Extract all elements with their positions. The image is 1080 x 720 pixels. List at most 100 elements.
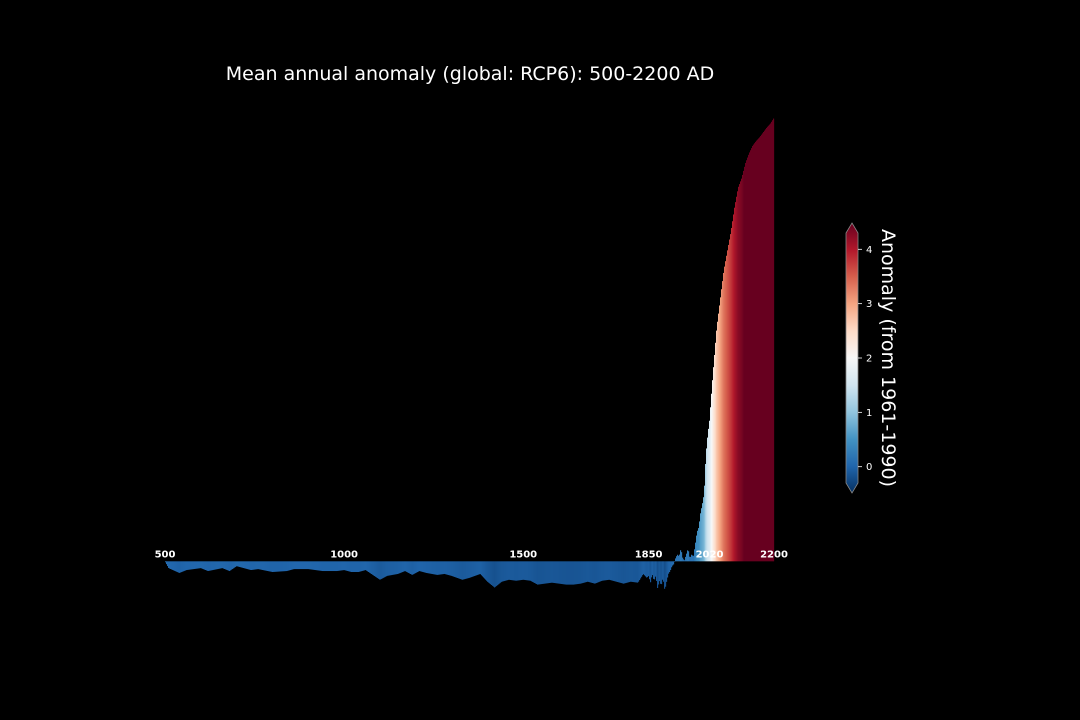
anomaly-bar xyxy=(407,561,409,573)
anomaly-bar xyxy=(472,561,474,577)
anomaly-bar xyxy=(400,561,402,573)
anomaly-bar xyxy=(550,561,552,583)
anomaly-bar xyxy=(448,561,450,576)
anomaly-bar xyxy=(219,561,221,569)
anomaly-bar xyxy=(379,561,381,580)
anomaly-bar xyxy=(733,214,735,562)
anomaly-bar xyxy=(274,561,276,572)
anomaly-bar xyxy=(505,561,507,581)
anomaly-bar xyxy=(434,561,436,575)
anomaly-bar xyxy=(280,561,282,572)
anomaly-bar xyxy=(746,160,748,562)
anomaly-bar xyxy=(269,561,271,572)
anomaly-bar xyxy=(486,561,488,581)
anomaly-bar xyxy=(680,550,682,562)
anomaly-bar xyxy=(264,561,266,571)
anomaly-bar xyxy=(760,136,762,562)
anomaly-bar xyxy=(503,561,505,582)
anomaly-bar xyxy=(560,561,562,584)
anomaly-bar xyxy=(522,561,524,580)
anomaly-bar xyxy=(562,561,564,585)
anomaly-bar xyxy=(377,561,379,579)
anomaly-bar xyxy=(397,561,399,575)
anomaly-bar xyxy=(370,561,372,574)
anomaly-bar xyxy=(535,561,537,584)
anomaly-bar xyxy=(612,561,614,581)
anomaly-bar xyxy=(336,561,338,572)
anomaly-bar xyxy=(458,561,460,579)
anomaly-bar xyxy=(507,561,509,581)
anomaly-bar xyxy=(221,561,223,569)
anomaly-bar xyxy=(447,561,449,575)
anomaly-bar xyxy=(263,561,265,571)
anomaly-bar xyxy=(369,561,371,573)
anomaly-bar xyxy=(759,137,761,562)
anomaly-bar xyxy=(572,561,574,585)
anomaly-bar xyxy=(500,561,502,583)
anomaly-bar xyxy=(598,561,600,583)
anomaly-bar xyxy=(558,561,560,584)
anomaly-bar xyxy=(714,354,716,562)
anomaly-bar xyxy=(384,561,386,578)
anomaly-bar xyxy=(362,561,364,571)
anomaly-bar xyxy=(431,561,433,574)
anomaly-bar xyxy=(577,561,579,585)
anomaly-bar xyxy=(259,561,261,570)
anomaly-bar xyxy=(769,124,771,562)
anomaly-bar xyxy=(347,561,349,571)
anomaly-bar xyxy=(513,561,515,581)
anomaly-bar xyxy=(506,561,508,581)
anomaly-bar xyxy=(261,561,263,570)
anomaly-bar xyxy=(659,561,661,582)
anomaly-bar xyxy=(464,561,466,580)
anomaly-bar xyxy=(251,561,253,570)
anomaly-bar xyxy=(290,561,292,571)
anomaly-bar xyxy=(266,561,268,571)
anomaly-bar xyxy=(468,561,470,579)
anomaly-bar xyxy=(700,513,702,562)
anomaly-bar xyxy=(402,561,404,573)
anomaly-bar xyxy=(351,561,353,572)
anomaly-bar xyxy=(660,561,662,584)
anomaly-bar xyxy=(734,207,736,562)
anomaly-bar xyxy=(631,561,633,582)
anomaly-bar xyxy=(181,561,183,573)
anomaly-bar xyxy=(521,561,523,580)
x-tick-label: 1000 xyxy=(330,549,358,560)
colorbar-ticks: 0 1 2 3 4 xyxy=(858,245,872,473)
anomaly-bar xyxy=(732,221,734,562)
anomaly-bar xyxy=(200,561,202,569)
anomaly-bar xyxy=(309,561,311,570)
anomaly-bar xyxy=(338,561,340,571)
anomaly-bar xyxy=(608,561,610,580)
anomaly-bar xyxy=(731,228,733,562)
anomaly-bar xyxy=(721,289,723,562)
anomaly-bar xyxy=(578,561,580,584)
anomaly-bar xyxy=(763,131,765,562)
anomaly-bar xyxy=(360,561,362,572)
anomaly-bar xyxy=(443,561,445,575)
anomaly-bar xyxy=(277,561,279,572)
anomaly-bar xyxy=(375,561,377,577)
anomaly-bar xyxy=(363,561,365,571)
anomaly-bar xyxy=(629,561,631,583)
anomaly-bar xyxy=(692,555,694,562)
anomaly-bar xyxy=(466,561,468,579)
anomaly-bar xyxy=(647,561,649,578)
anomaly-bar xyxy=(624,561,626,584)
anomaly-bar xyxy=(229,561,231,572)
anomaly-bar xyxy=(188,561,190,570)
anomaly-bar xyxy=(211,561,213,571)
anomaly-bar xyxy=(209,561,211,571)
anomaly-bar xyxy=(524,561,526,580)
anomaly-bar xyxy=(268,561,270,572)
anomaly-bar xyxy=(676,556,678,562)
anomaly-bar xyxy=(275,561,277,572)
anomaly-bar xyxy=(322,561,324,572)
anomaly-bar xyxy=(634,561,636,583)
anomaly-bar xyxy=(327,561,329,572)
anomaly-bar xyxy=(541,561,543,585)
anomaly-bar xyxy=(502,561,504,582)
anomaly-bar xyxy=(337,561,339,571)
